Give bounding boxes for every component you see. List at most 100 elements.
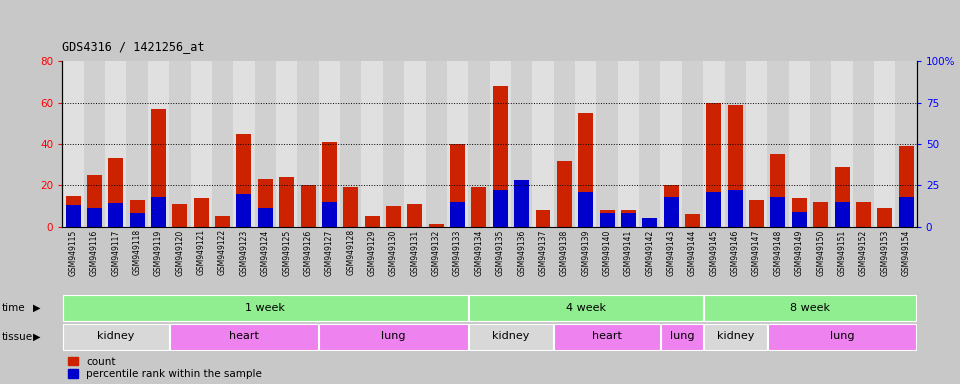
Bar [471,187,487,227]
Bar [682,61,703,227]
Bar [215,216,230,227]
Bar [746,61,767,227]
Text: kidney: kidney [97,331,134,341]
Bar [319,61,340,227]
Bar [578,113,593,227]
Bar [642,220,658,227]
Bar [663,197,679,227]
Bar [831,61,852,227]
Bar [728,190,743,227]
Bar [771,197,785,227]
Bar [703,61,725,227]
Bar [704,324,767,350]
Bar [106,61,127,227]
Bar [62,324,169,350]
Bar [170,324,319,350]
Bar [446,61,468,227]
Bar [383,61,404,227]
Text: lung: lung [829,331,854,341]
Bar [429,225,444,227]
Bar [899,197,914,227]
Bar [468,295,703,321]
Text: GDS4316 / 1421256_at: GDS4316 / 1421256_at [62,40,204,53]
Bar [660,61,682,227]
Bar [298,61,319,227]
Bar [62,61,84,227]
Bar [792,198,806,227]
Bar [685,214,700,227]
Bar [536,210,550,227]
Text: heart: heart [592,331,622,341]
Bar [322,142,337,227]
Bar [618,61,639,227]
Bar [148,61,169,227]
Bar [771,154,785,227]
Bar [515,180,529,227]
Bar [108,204,123,227]
Bar [108,159,123,227]
Bar [344,187,358,227]
Bar [663,185,679,227]
Bar [707,192,721,227]
Bar [792,212,806,227]
Bar [65,205,81,227]
Bar [258,179,273,227]
Bar [236,194,252,227]
Bar [896,61,917,227]
Legend: count, percentile rank within the sample: count, percentile rank within the sample [67,357,262,379]
Bar [511,61,532,227]
Text: lung: lung [381,331,406,341]
Bar [639,61,660,227]
Bar [386,206,401,227]
Bar [899,146,914,227]
Bar [554,324,660,350]
Bar [62,295,468,321]
Text: kidney: kidney [716,331,754,341]
Bar [660,324,703,350]
Bar [557,161,572,227]
Bar [728,105,743,227]
Bar [404,61,425,227]
Bar [173,204,187,227]
Text: kidney: kidney [492,331,530,341]
Bar [319,324,468,350]
Bar [704,295,917,321]
Bar [554,61,575,227]
Bar [190,61,212,227]
Text: lung: lung [669,331,694,341]
Bar [621,210,636,227]
Bar [767,61,789,227]
Bar [279,177,294,227]
Text: 1 week: 1 week [246,303,285,313]
Bar [127,61,148,227]
Bar [596,61,618,227]
Text: time: time [2,303,26,313]
Bar [362,61,383,227]
Text: 8 week: 8 week [790,303,830,313]
Bar [450,144,465,227]
Bar [642,218,658,227]
Bar [515,212,529,227]
Bar [65,195,81,227]
Bar [276,61,298,227]
Bar [233,61,254,227]
Bar [600,210,614,227]
Bar [322,202,337,227]
Bar [852,61,874,227]
Bar [425,61,446,227]
Bar [492,190,508,227]
Bar [575,61,596,227]
Bar [768,324,917,350]
Bar [340,61,362,227]
Bar [130,200,145,227]
Bar [492,86,508,227]
Bar [468,61,490,227]
Bar [236,134,252,227]
Text: ▶: ▶ [33,303,40,313]
Bar [212,61,233,227]
Bar [84,61,106,227]
Bar [725,61,746,227]
Bar [254,61,276,227]
Bar [300,185,316,227]
Bar [834,167,850,227]
